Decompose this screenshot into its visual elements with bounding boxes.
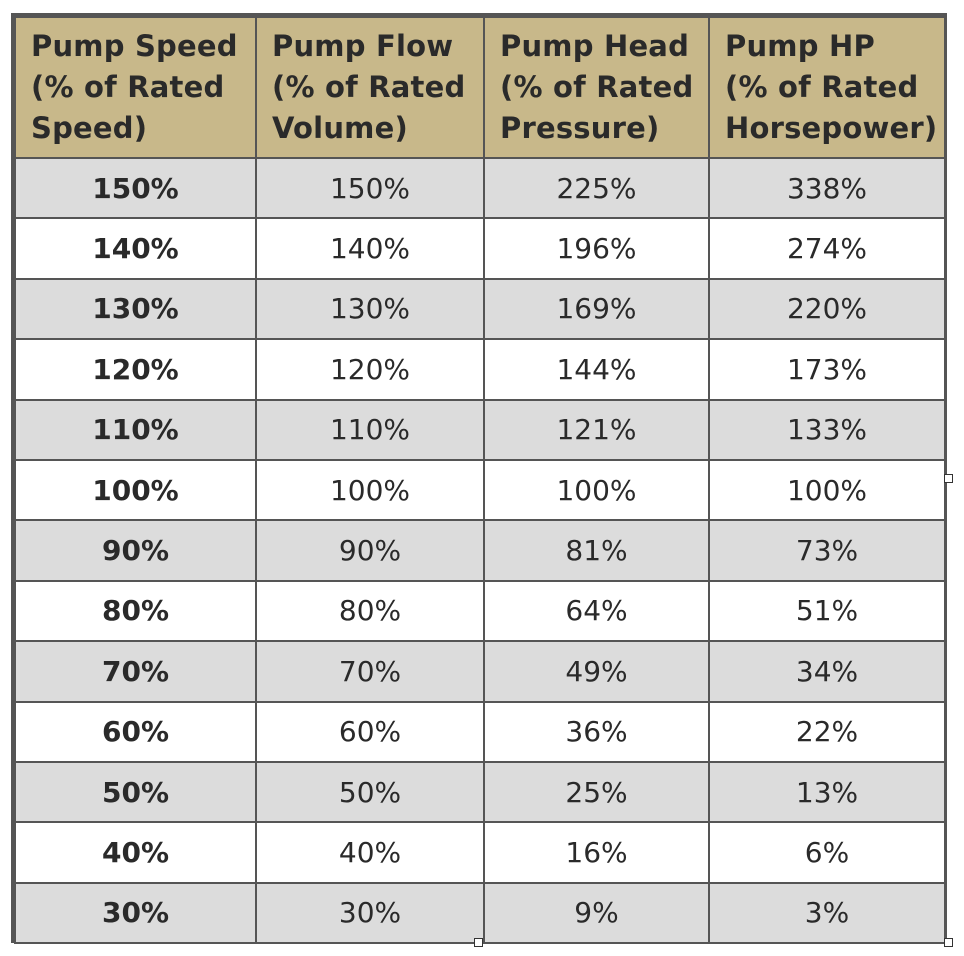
resize-handle-right[interactable]: [944, 474, 953, 483]
head-cell: 100%: [483, 458, 710, 522]
flow-cell: 130%: [255, 277, 485, 341]
column-header-3: Pump Head (% of Rated Pressure): [483, 16, 710, 159]
hp-cell: 220%: [708, 277, 946, 341]
column-header-line: (% of Rated: [500, 70, 694, 104]
speed-cell: 130%: [14, 277, 257, 341]
hp-cell: 338%: [708, 156, 946, 220]
hp-cell: 173%: [708, 338, 946, 401]
flow-cell: 140%: [255, 217, 485, 280]
table-row: 40% 40% 16% 6%: [14, 821, 946, 884]
table-row: 90% 90% 81% 73%: [14, 519, 946, 582]
hp-cell: 51%: [708, 579, 946, 643]
flow-cell: 30%: [255, 881, 485, 945]
head-cell: 144%: [483, 338, 710, 401]
flow-cell: 90%: [255, 519, 485, 582]
hp-cell: 3%: [708, 881, 946, 945]
resize-handle-bottom-right[interactable]: [944, 938, 953, 947]
column-header-line: Horsepower): [725, 111, 938, 145]
speed-cell: 140%: [14, 217, 257, 280]
head-cell: 9%: [483, 881, 710, 945]
table-row: 100% 100% 100% 100%: [14, 458, 946, 522]
speed-cell: 120%: [14, 338, 257, 401]
column-header-line: Pump HP: [725, 29, 875, 63]
column-header-line: (% of Rated: [272, 70, 466, 104]
speed-cell: 40%: [14, 821, 257, 884]
table-header: Pump Speed (% of Rated Speed) Pump Flow (% o…: [14, 16, 946, 159]
column-header-line: Pump Speed: [31, 29, 238, 63]
table-row: 120% 120% 144% 173%: [14, 338, 946, 401]
table-row: 80% 80% 64% 51%: [14, 579, 946, 643]
flow-cell: 70%: [255, 640, 485, 703]
head-cell: 81%: [483, 519, 710, 582]
pump-affinity-table: Pump Speed (% of Rated Speed) Pump Flow (% o…: [11, 13, 947, 945]
speed-cell: 30%: [14, 881, 257, 945]
table-row: 70% 70% 49% 34%: [14, 640, 946, 703]
flow-cell: 80%: [255, 579, 485, 643]
hp-cell: 13%: [708, 760, 946, 824]
head-cell: 121%: [483, 398, 710, 461]
speed-cell: 150%: [14, 156, 257, 220]
hp-cell: 34%: [708, 640, 946, 703]
table-row: 60% 60% 36% 22%: [14, 700, 946, 763]
column-header-line: Pressure): [500, 111, 660, 145]
column-header-line: (% of Rated: [31, 70, 225, 104]
table-row: 140% 140% 196% 274%: [14, 217, 946, 280]
hp-cell: 73%: [708, 519, 946, 582]
hp-cell: 22%: [708, 700, 946, 763]
speed-cell: 110%: [14, 398, 257, 461]
data-table: Pump Speed (% of Rated Speed) Pump Flow (% o…: [14, 16, 946, 945]
speed-cell: 50%: [14, 760, 257, 824]
column-header-2: Pump Flow (% of Rated Volume): [255, 16, 485, 159]
head-cell: 225%: [483, 156, 710, 220]
table-row: 30% 30% 9% 3%: [14, 881, 946, 945]
table-row: 150% 150% 225% 338%: [14, 156, 946, 220]
hp-cell: 100%: [708, 458, 946, 522]
resize-handle-bottom[interactable]: [474, 938, 483, 947]
flow-cell: 100%: [255, 458, 485, 522]
speed-cell: 60%: [14, 700, 257, 763]
column-header-4: Pump HP (% of Rated Horsepower): [708, 16, 946, 159]
speed-cell: 90%: [14, 519, 257, 582]
column-header-line: Speed): [31, 111, 148, 145]
speed-cell: 100%: [14, 458, 257, 522]
speed-cell: 70%: [14, 640, 257, 703]
head-cell: 36%: [483, 700, 710, 763]
table-row: 130% 130% 169% 220%: [14, 277, 946, 341]
column-header-line: (% of Rated: [725, 70, 919, 104]
head-cell: 169%: [483, 277, 710, 341]
column-header-1: Pump Speed (% of Rated Speed): [14, 16, 257, 159]
hp-cell: 6%: [708, 821, 946, 884]
flow-cell: 150%: [255, 156, 485, 220]
hp-cell: 133%: [708, 398, 946, 461]
head-cell: 25%: [483, 760, 710, 824]
head-cell: 16%: [483, 821, 710, 884]
head-cell: 64%: [483, 579, 710, 643]
flow-cell: 40%: [255, 821, 485, 884]
column-header-line: Pump Head: [500, 29, 690, 63]
column-header-line: Pump Flow: [272, 29, 454, 63]
column-header-line: Volume): [272, 111, 408, 145]
table-row: 50% 50% 25% 13%: [14, 760, 946, 824]
flow-cell: 110%: [255, 398, 485, 461]
speed-cell: 80%: [14, 579, 257, 643]
table-row: 110% 110% 121% 133%: [14, 398, 946, 461]
head-cell: 196%: [483, 217, 710, 280]
flow-cell: 50%: [255, 760, 485, 824]
header-row: Pump Speed (% of Rated Speed) Pump Flow (% o…: [14, 16, 946, 159]
table-body: 150% 150% 225% 338% 140% 140% 196% 274% 130% 130%…: [14, 156, 946, 945]
hp-cell: 274%: [708, 217, 946, 280]
head-cell: 49%: [483, 640, 710, 703]
flow-cell: 60%: [255, 700, 485, 763]
flow-cell: 120%: [255, 338, 485, 401]
